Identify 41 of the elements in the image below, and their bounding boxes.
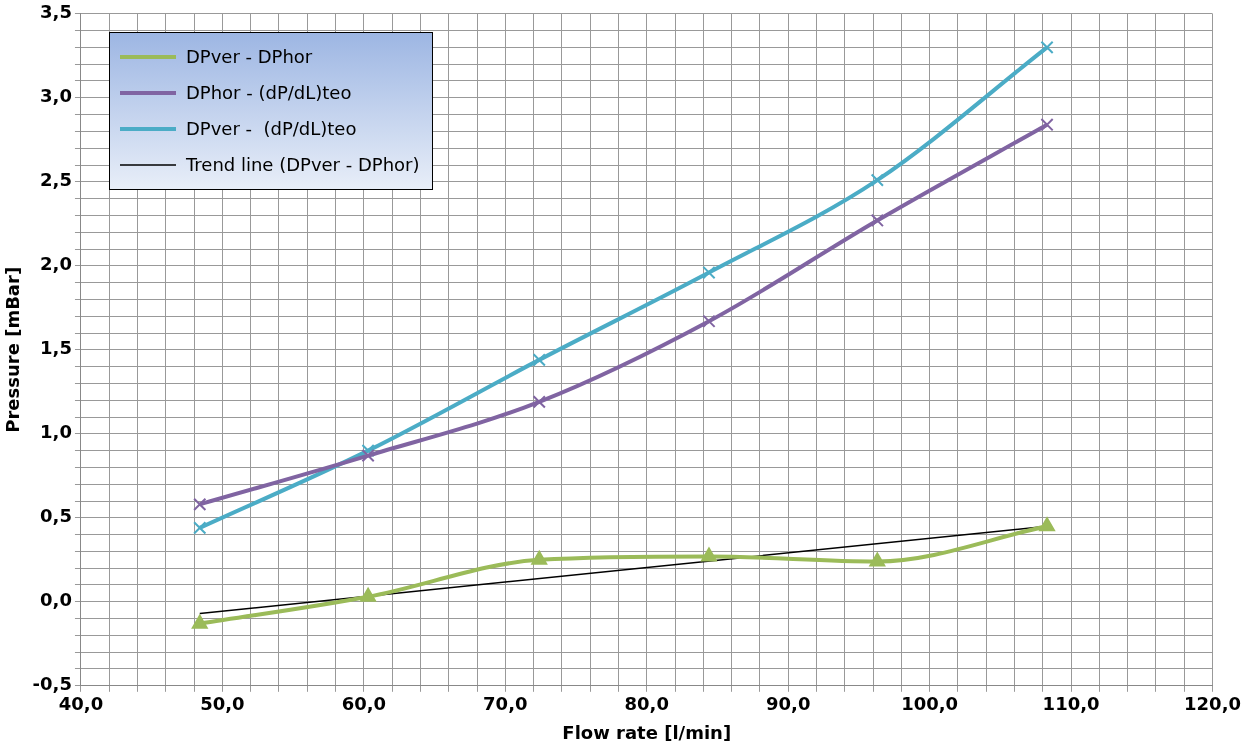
legend-label: DPver - (dP/dL)teo xyxy=(185,118,357,140)
point xyxy=(869,552,886,567)
point xyxy=(193,497,207,512)
point xyxy=(870,173,884,187)
x-tick-label: 50,0 xyxy=(200,693,245,715)
point xyxy=(361,448,375,463)
x-tick-label: 70,0 xyxy=(483,693,528,715)
point xyxy=(193,521,207,535)
point xyxy=(532,395,546,409)
x-tick-label: 80,0 xyxy=(624,693,669,715)
point xyxy=(1039,517,1055,532)
x-tick-label: 110,0 xyxy=(1042,693,1100,715)
point xyxy=(701,547,717,562)
point xyxy=(532,353,546,367)
point xyxy=(360,587,377,602)
y-tick-label: 0,0 xyxy=(40,589,72,611)
point xyxy=(1040,40,1054,55)
y-tick-label: 1,0 xyxy=(40,421,72,443)
y-axis-title: Pressure [mBar] xyxy=(2,266,24,433)
point xyxy=(191,614,208,629)
y-tick-label: 1,5 xyxy=(40,337,72,359)
y-tick-label: 2,5 xyxy=(40,169,72,191)
x-tick-label: 90,0 xyxy=(765,693,811,715)
y-tick-label: -0,5 xyxy=(32,673,72,695)
legend-label: Trend line (DPver - DPhor) xyxy=(185,154,420,176)
y-tick-label: 3,5 xyxy=(40,1,72,23)
point xyxy=(870,213,884,228)
y-tick-label: 2,0 xyxy=(40,253,72,275)
x-tick-label: 120,0 xyxy=(1184,693,1241,715)
x-tick-label: 40,0 xyxy=(58,693,104,715)
legend-label: DPhor - (dP/dL)teo xyxy=(185,82,352,104)
point xyxy=(702,265,716,280)
point xyxy=(1040,118,1054,132)
x-axis-title: Flow rate [l/min] xyxy=(562,721,732,743)
y-tick-label: 3,0 xyxy=(40,85,72,107)
x-tick-label: 60,0 xyxy=(341,693,387,715)
point xyxy=(531,550,548,565)
x-tick-label: 100,0 xyxy=(901,693,959,715)
legend-label: DPver - DPhor xyxy=(185,46,313,68)
point xyxy=(702,314,716,328)
y-tick-label: 0,5 xyxy=(40,505,72,527)
